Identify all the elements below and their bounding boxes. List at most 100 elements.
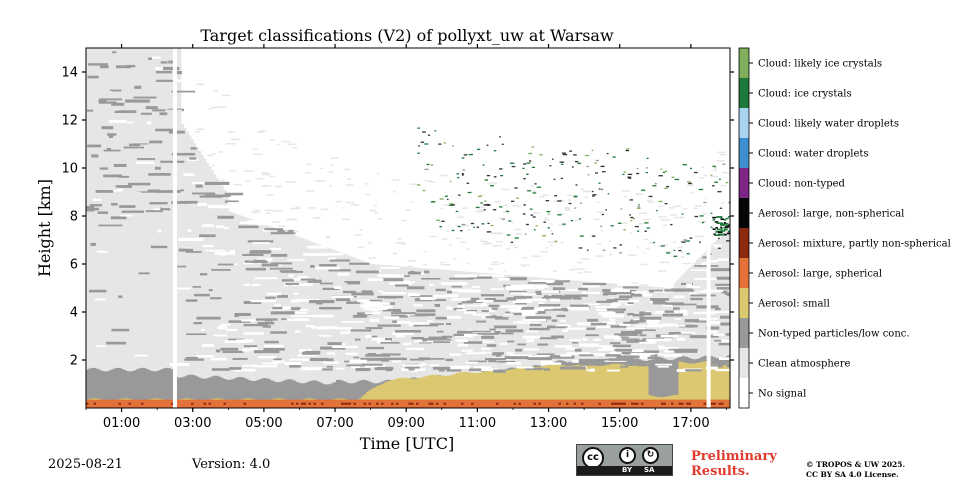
cloud-edge-speck — [720, 227, 723, 230]
large-spherical-cell — [88, 399, 92, 408]
cirrus-speck — [682, 164, 687, 166]
cirrus-speck — [451, 229, 455, 232]
layer-streak — [554, 345, 572, 348]
layer-streak — [243, 283, 251, 286]
large-spherical-cell — [351, 399, 354, 408]
layer-streak — [98, 99, 107, 103]
layer-streak — [97, 211, 108, 214]
small-aerosol-cell — [436, 375, 439, 408]
layer-streak — [568, 361, 582, 365]
colorbar-swatch — [739, 138, 749, 168]
layer-streak — [639, 334, 647, 337]
layer-streak — [652, 300, 666, 304]
layer-streak — [451, 298, 470, 301]
clean-cell — [273, 227, 277, 408]
layer-streak — [86, 209, 95, 212]
layer-streak — [120, 214, 134, 217]
cloud-edge-speck — [723, 219, 727, 221]
cirrus-speck — [598, 182, 601, 184]
layer-streak — [631, 291, 650, 293]
sparse-clean — [680, 251, 684, 253]
layer-streak — [576, 322, 591, 325]
data-gap — [172, 48, 177, 408]
clean-cell — [123, 48, 127, 408]
large-spherical-cell — [516, 399, 519, 408]
large-spherical-cell — [201, 399, 204, 408]
sparse-clean — [330, 157, 339, 159]
small-aerosol-cell — [403, 377, 407, 408]
layer-streak — [196, 355, 215, 358]
small-aerosol-cell — [498, 369, 502, 408]
sparse-clean — [514, 246, 519, 249]
nontyped-cell — [291, 379, 294, 408]
large-spherical-cell — [463, 399, 467, 408]
layer-streak — [125, 99, 150, 103]
clean-cell — [96, 48, 99, 408]
small-aerosol-cell — [633, 365, 637, 408]
sparse-clean — [658, 205, 664, 208]
nontyped-cell — [141, 367, 144, 408]
cirrus-speck — [573, 154, 577, 156]
cirrus-speck — [490, 185, 495, 187]
layer-streak — [680, 331, 696, 334]
cirrus-speck — [523, 178, 526, 180]
layer-streak — [281, 279, 294, 282]
layer-streak — [514, 296, 533, 299]
small-aerosol-cell — [378, 385, 382, 408]
clean-cell — [698, 257, 702, 408]
clean-cell — [673, 282, 677, 408]
small-aerosol-cell — [548, 364, 552, 408]
small-aerosol-cell — [713, 362, 717, 408]
small-aerosol-cell — [523, 366, 527, 408]
layer-streak — [201, 344, 215, 347]
large-spherical-cell — [176, 399, 179, 408]
nontyped-cell — [158, 370, 162, 408]
clean-cell — [316, 243, 319, 408]
nontyped-cell — [143, 368, 147, 408]
cloud-edge-speck — [728, 216, 730, 218]
small-aerosol-cell — [703, 361, 707, 408]
small-aerosol-cell — [546, 365, 549, 408]
layer-streak — [619, 322, 631, 326]
x-tick-label: 09:00 — [387, 416, 424, 431]
cirrus-speck — [681, 213, 684, 215]
layer-streak — [641, 362, 647, 366]
layer-streak — [234, 368, 256, 372]
layer-streak — [392, 360, 402, 363]
mixture-cell — [613, 402, 617, 405]
layer-streak — [538, 302, 545, 304]
layer-streak — [716, 287, 730, 290]
layer-streak — [234, 312, 251, 316]
layer-streak — [150, 245, 168, 249]
nontyped-cell — [213, 375, 217, 408]
layer-streak — [213, 334, 228, 337]
nontyped-cell — [273, 381, 277, 408]
nontyped-cell — [111, 369, 114, 408]
nontyped-cell — [216, 375, 219, 408]
layer-streak — [488, 359, 497, 363]
clean-cell — [516, 275, 519, 408]
heatmap-plot — [86, 48, 730, 408]
layer-streak — [126, 57, 144, 61]
sparse-clean — [253, 153, 263, 156]
layer-streak — [527, 281, 547, 284]
layer-streak — [549, 355, 575, 359]
layer-streak — [167, 213, 189, 217]
layer-streak — [449, 288, 473, 292]
sparse-clean — [689, 191, 694, 194]
clean-cell — [256, 221, 259, 408]
clean-cell — [231, 212, 234, 408]
sparse-clean — [347, 178, 351, 180]
sparse-clean — [344, 201, 355, 204]
small-aerosol-cell — [598, 365, 602, 408]
clean-cell — [118, 48, 122, 408]
cirrus-speck — [673, 255, 678, 257]
nontyped-cell — [183, 376, 187, 408]
sparse-clean — [663, 224, 668, 226]
large-spherical-cell — [361, 399, 364, 408]
by-text: BY — [622, 466, 633, 474]
layer-streak — [567, 306, 589, 309]
mixture-cell — [93, 402, 97, 405]
clean-cell — [483, 273, 487, 408]
large-spherical-cell — [311, 399, 314, 408]
